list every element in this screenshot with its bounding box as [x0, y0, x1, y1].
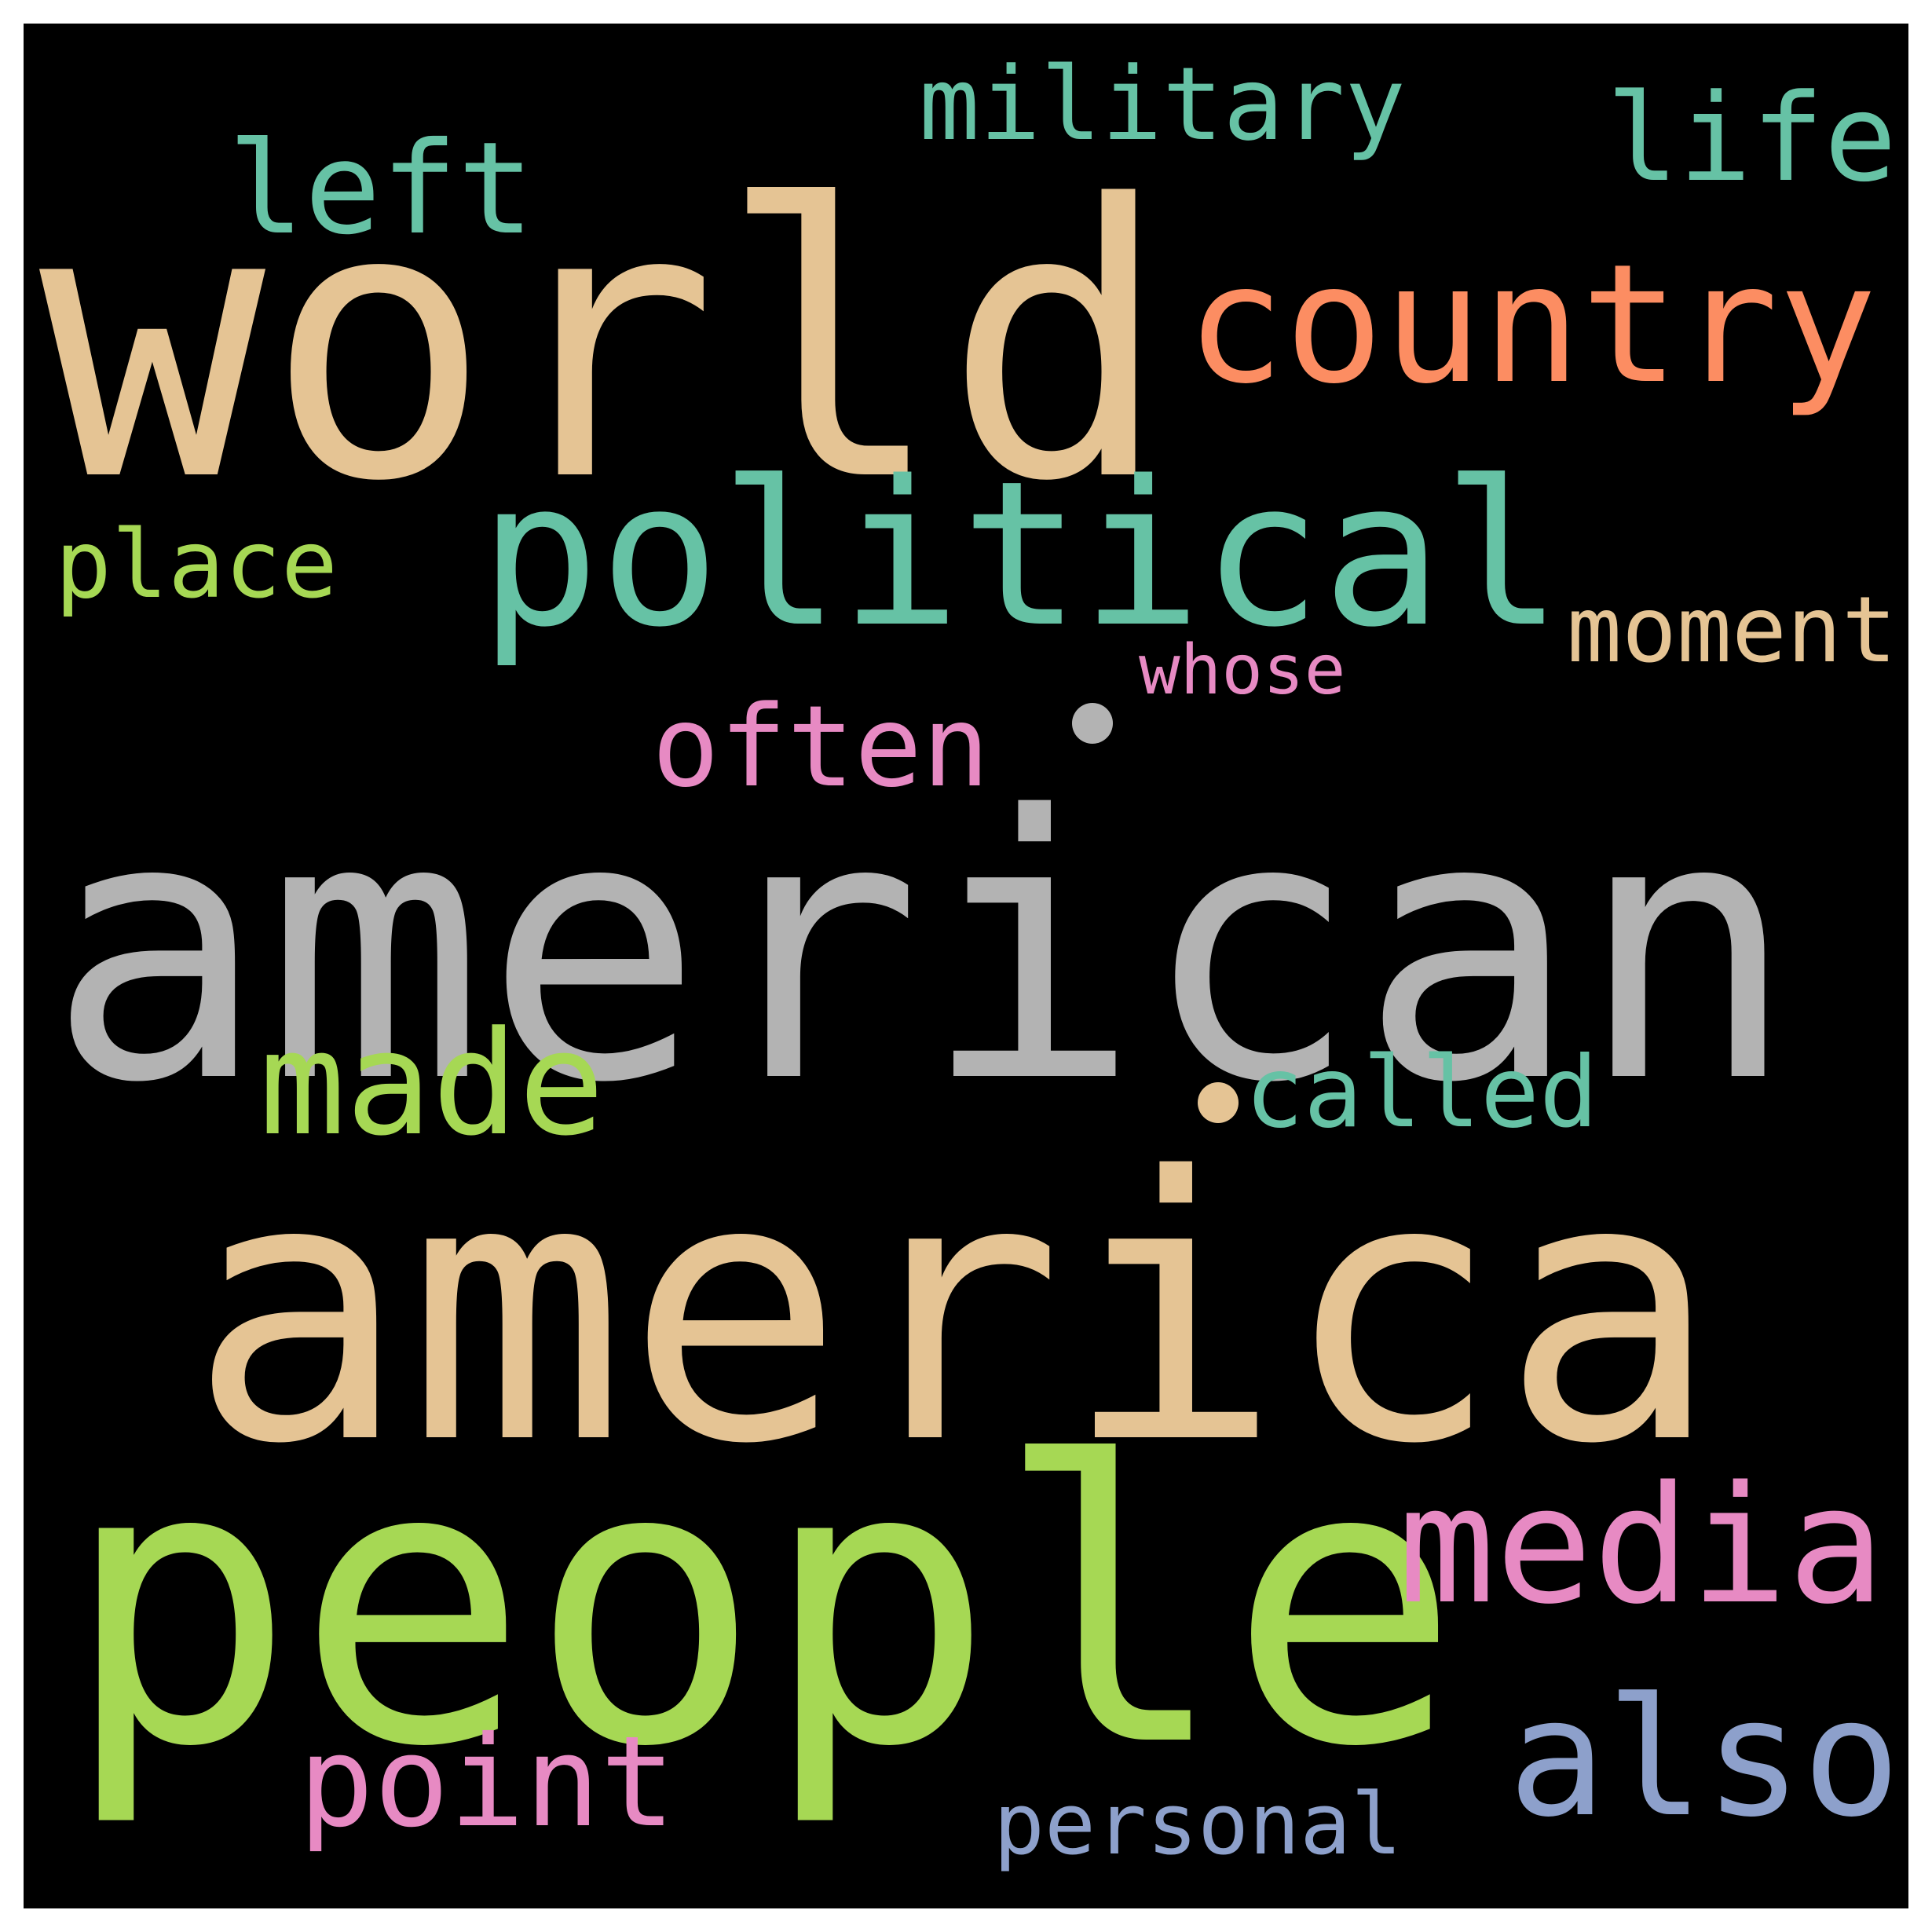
dot-mark-2 — [1198, 1082, 1239, 1123]
word-america: america — [188, 1101, 1720, 1524]
word-called: called — [1245, 1036, 1599, 1150]
word-political: political — [479, 439, 1564, 671]
word-media: media — [1398, 1451, 1886, 1640]
word-point: point — [298, 1709, 676, 1855]
word-life: life — [1606, 68, 1897, 209]
word-military: military — [919, 46, 1406, 163]
word-personal: personal — [993, 1776, 1403, 1874]
word-also: also — [1508, 1663, 1901, 1853]
word-world: world — [39, 126, 1171, 563]
word-made: made — [259, 1001, 605, 1168]
word-place: place — [55, 510, 338, 620]
word-left: left — [228, 115, 535, 263]
word-often: often — [652, 681, 990, 812]
word-whose: whose — [1139, 630, 1346, 710]
word-cloud: world country left military life politic… — [24, 24, 1908, 1908]
dot-mark-1 — [1072, 703, 1113, 744]
word-people: people — [63, 1381, 1462, 1831]
word-country: country — [1186, 229, 1877, 420]
word-american: american — [47, 740, 1797, 1162]
word-moment: moment — [1567, 577, 1897, 683]
